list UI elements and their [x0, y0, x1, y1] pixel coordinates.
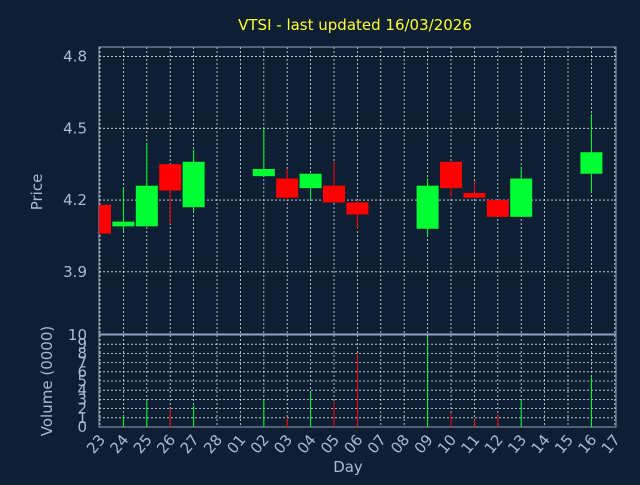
day-tick-label: 16 [574, 431, 600, 457]
day-tick-label: 12 [481, 431, 507, 457]
day-tick-label: 05 [317, 431, 343, 457]
volume-tick-label: 4 [77, 381, 87, 399]
candle-16 [580, 113, 603, 193]
day-tick-label: 17 [598, 431, 624, 457]
volume-tick-label: 6 [77, 363, 87, 381]
candle-04 [299, 173, 322, 201]
candle-05 [323, 161, 345, 203]
volume-tick-label: 1 [77, 409, 87, 427]
candle-body [510, 178, 533, 217]
volume-axis-label: Volume (0000) [38, 326, 56, 436]
day-axis-label: Day [333, 458, 363, 476]
candle-body [182, 161, 205, 208]
candle-body [99, 204, 111, 234]
volume-tick-label: 3 [77, 390, 87, 408]
price-tick-labels: 3.9 4.2 4.5 4.8 [63, 48, 87, 281]
volume-tick-label: 7 [77, 354, 87, 372]
day-tick-label: 09 [411, 431, 437, 457]
chart-title: VTSI - last updated 16/03/2026 [238, 16, 472, 34]
volume-tick-label: 0 [77, 418, 87, 436]
candle-02 [252, 128, 275, 177]
day-tick-label: 28 [200, 431, 226, 457]
volume-tick-label: 5 [77, 372, 87, 390]
price-panel-frame [98, 46, 617, 335]
day-tick-label: 25 [130, 431, 156, 457]
candle-body [299, 173, 322, 189]
candle-body [159, 164, 182, 191]
vertical-gridlines [99, 47, 616, 427]
price-tick-label: 4.5 [63, 119, 87, 137]
price-tick-label: 3.9 [63, 263, 87, 281]
volume-tick-label: 9 [77, 335, 87, 353]
price-axis-label: Price [28, 174, 46, 211]
candle-body [323, 185, 345, 203]
candle-body [346, 202, 369, 215]
candle-body [252, 168, 275, 177]
volume-tick-label: 2 [77, 400, 87, 418]
candle-body [580, 152, 603, 174]
day-tick-label: 08 [387, 431, 413, 457]
candle-25 [135, 142, 158, 227]
day-tick-label: 14 [528, 431, 554, 457]
day-tick-label: 11 [457, 431, 483, 457]
candle-09 [416, 178, 439, 236]
candle-23 [99, 204, 111, 234]
volume-tick-label: 10 [68, 326, 87, 344]
volume-tick-label: 8 [77, 344, 87, 362]
day-tick-label: 26 [153, 431, 179, 457]
candle-24 [112, 188, 135, 232]
day-tick-label: 10 [434, 431, 460, 457]
day-tick-label: 24 [106, 431, 132, 457]
candle-27 [182, 149, 205, 213]
candle-body [486, 200, 509, 217]
candle-13 [510, 166, 533, 217]
candle-11 [463, 180, 486, 198]
day-tick-label: 03 [270, 431, 296, 457]
candle-body [276, 178, 299, 198]
candle-body [416, 185, 439, 229]
day-tick-label: 01 [223, 431, 249, 457]
candle-03 [276, 168, 299, 201]
candle-body [112, 221, 135, 227]
day-tick-label: 13 [504, 431, 530, 457]
candle-12 [486, 200, 509, 217]
candle-body [463, 192, 486, 198]
day-tick-label: 02 [247, 431, 273, 457]
candles [99, 113, 603, 236]
day-tick-label: 07 [364, 431, 390, 457]
candle-body [135, 185, 158, 227]
day-tick-label: 04 [294, 431, 320, 457]
volume-bars [122, 336, 592, 427]
candle-26 [159, 164, 182, 224]
price-tick-label: 4.8 [63, 48, 87, 66]
candle-06 [346, 200, 369, 229]
day-tick-label: 27 [177, 431, 203, 457]
candle-10 [440, 161, 462, 198]
day-tick-labels: 2324252627280102030405060708091011121314… [83, 431, 624, 457]
day-tick-label: 06 [340, 431, 366, 457]
candle-body [440, 161, 462, 189]
price-tick-label: 4.2 [63, 191, 87, 209]
day-tick-label: 15 [551, 431, 577, 457]
